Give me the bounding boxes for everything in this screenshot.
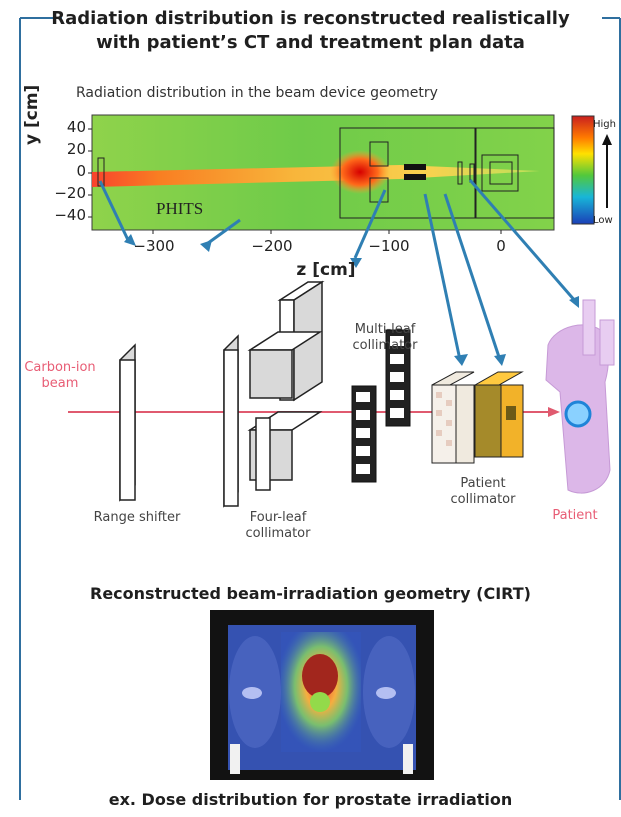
range-shifter-label: Range shifter (93, 510, 181, 525)
geometry-title: Reconstructed beam-irradiation geometry … (90, 584, 531, 603)
y-tick-neg40: −40 (54, 206, 86, 224)
x-axis-label: z [cm] (296, 260, 356, 280)
y-axis-label: y [cm] (22, 84, 42, 145)
main-title-line1: Radiation distribution is reconstructed … (51, 8, 570, 29)
colorbar-high-label: High (593, 119, 616, 130)
phits-logo: PHITS (156, 199, 204, 218)
multi-leaf-label: Multi-leaf collimator (352, 322, 418, 353)
four-leaf-label: Four-leaf collimator (245, 510, 311, 541)
patient-collimator-label: Patient collimator (450, 476, 516, 507)
y-tick-0: 0 (76, 162, 86, 180)
range-shifter-graphic (119, 343, 136, 502)
x-tick-0: 0 (496, 237, 506, 255)
multi-leaf-graphic (351, 329, 411, 483)
patient-graphic (545, 299, 615, 494)
patient-collimator-graphic (431, 371, 524, 464)
colorbar-low-label: Low (593, 215, 613, 226)
dose-image (210, 610, 434, 780)
y-tick-neg20: −20 (54, 184, 86, 202)
x-tick-neg100: −100 (368, 237, 410, 255)
dose-caption: ex. Dose distribution for prostate irrad… (108, 790, 513, 809)
map-title: Radiation distribution in the beam devic… (76, 85, 438, 101)
main-title-line2: with patient’s CT and treatment plan dat… (96, 32, 525, 53)
y-tick-20: 20 (66, 140, 86, 158)
colorbar (571, 115, 595, 225)
four-leaf-graphic (223, 280, 325, 508)
x-tick-neg200: −200 (251, 237, 293, 255)
radiation-map (88, 114, 555, 234)
carbon-ion-label: Carbon-ion beam (24, 360, 96, 391)
patient-label: Patient (552, 508, 598, 523)
map-arrows (98, 179, 578, 361)
y-tick-40: 40 (66, 118, 86, 136)
x-tick-neg300: −300 (133, 237, 175, 255)
